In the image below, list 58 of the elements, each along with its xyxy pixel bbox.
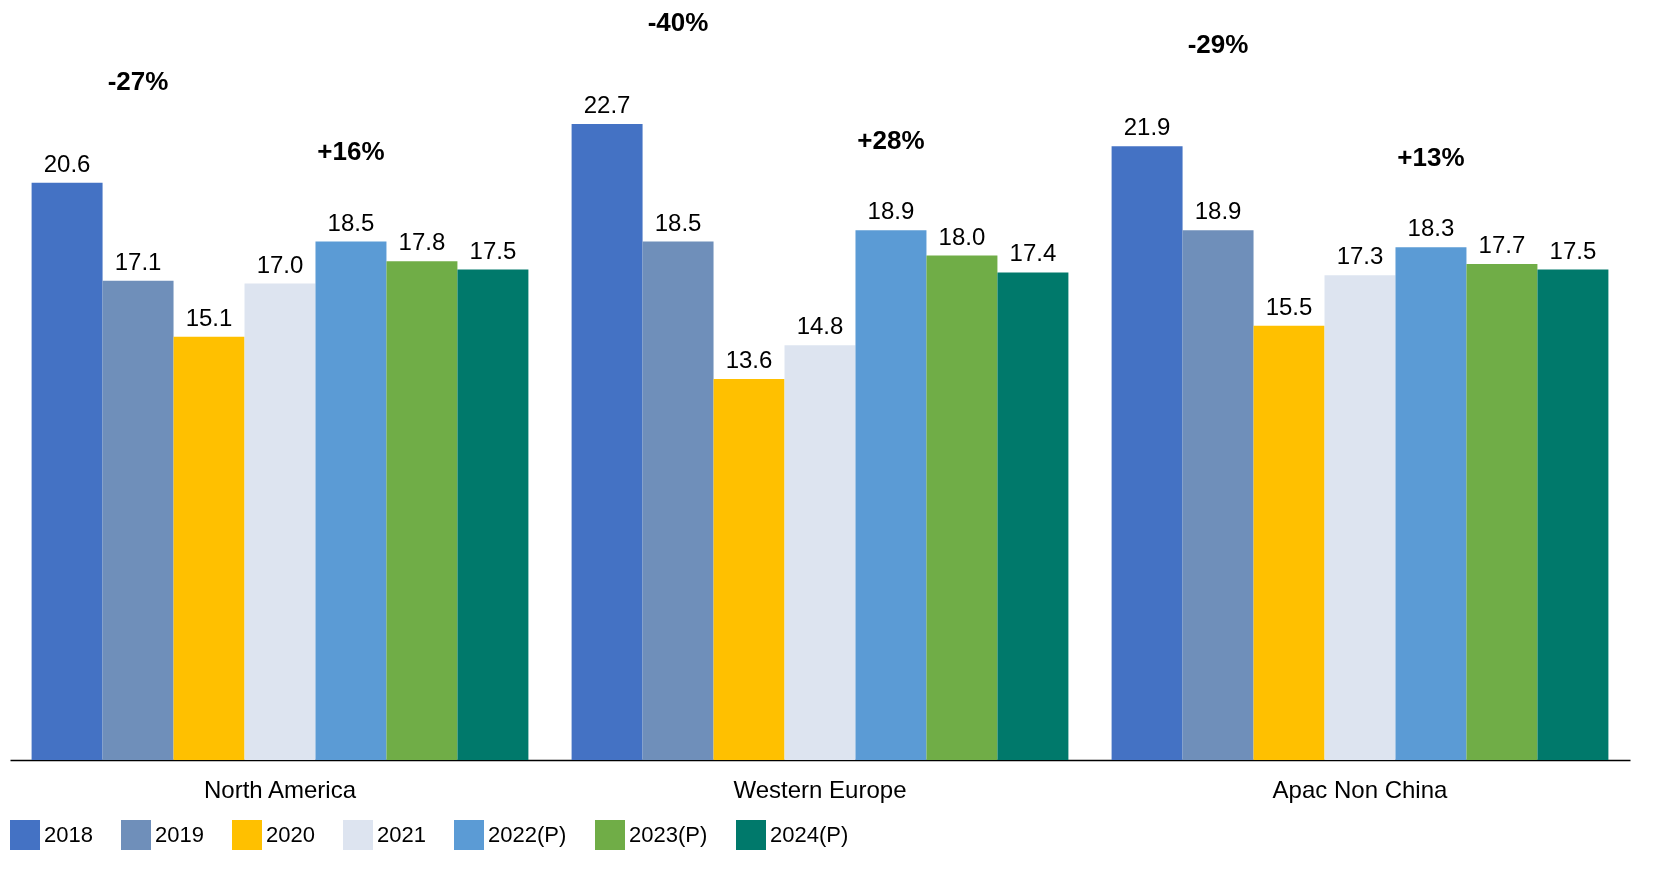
data-label: 17.8 — [398, 228, 446, 256]
data-label: 18.0 — [938, 222, 986, 250]
data-label: 13.6 — [725, 345, 773, 373]
data-label: 17.0 — [256, 250, 304, 278]
data-label: 17.7 — [1478, 231, 1526, 258]
data-label: 17.5 — [469, 236, 517, 264]
data-label: 20.6 — [43, 149, 91, 177]
text: -27% — [107, 65, 169, 96]
legend-label: 2019 — [155, 822, 204, 847]
bar — [926, 255, 998, 760]
data-label: 18.3 — [1407, 214, 1455, 242]
data-label: 18.5 — [327, 208, 375, 236]
bar — [244, 283, 316, 760]
data-label: 18.9 — [1194, 197, 1242, 225]
x-tick-label: Apac Non China — [1272, 775, 1449, 803]
text: -40% — [647, 7, 709, 37]
bar — [1111, 146, 1183, 760]
bar — [1324, 275, 1396, 760]
data-label: 18.5 — [654, 208, 702, 236]
x-tick-label: North America — [203, 775, 357, 803]
annotation: +16% — [317, 135, 385, 166]
bar — [1466, 264, 1538, 760]
bar — [1253, 325, 1325, 760]
legend-label: 2020 — [266, 822, 315, 847]
legend-label: 2021 — [377, 822, 426, 847]
data-label: 17.1 — [114, 247, 162, 275]
bar — [784, 345, 856, 760]
data-label: 17.4 — [1009, 239, 1057, 267]
bar — [713, 378, 785, 760]
legend-label: 2018 — [44, 822, 93, 847]
bar — [855, 230, 927, 760]
annotation: +13% — [1397, 141, 1465, 172]
bar — [102, 280, 174, 760]
data-label: 21.9 — [1123, 113, 1171, 141]
data-label: 17.5 — [1549, 236, 1597, 264]
bar — [1395, 247, 1467, 760]
data-label: 18.9 — [867, 197, 915, 225]
legend-label: 2022(P) — [488, 822, 567, 847]
data-label: 15.5 — [1265, 292, 1313, 320]
bar — [173, 336, 245, 760]
bar — [571, 123, 643, 760]
data-label: 15.1 — [185, 303, 233, 331]
bar — [1182, 230, 1254, 760]
bar — [642, 241, 714, 760]
bar — [997, 272, 1069, 760]
data-label: 22.7 — [583, 90, 631, 118]
bar — [386, 261, 458, 760]
annotation: +28% — [857, 124, 925, 155]
legend-label: 2024(P) — [770, 822, 849, 847]
bar — [457, 269, 529, 760]
data-label: 17.3 — [1336, 242, 1384, 270]
bar — [31, 182, 103, 760]
x-tick-label: Western Europe — [733, 775, 907, 803]
bar — [315, 241, 387, 760]
data-label: 14.8 — [796, 312, 844, 340]
bar — [1537, 269, 1609, 760]
legend-label: 2023(P) — [629, 822, 708, 847]
text: -29% — [1187, 29, 1249, 60]
